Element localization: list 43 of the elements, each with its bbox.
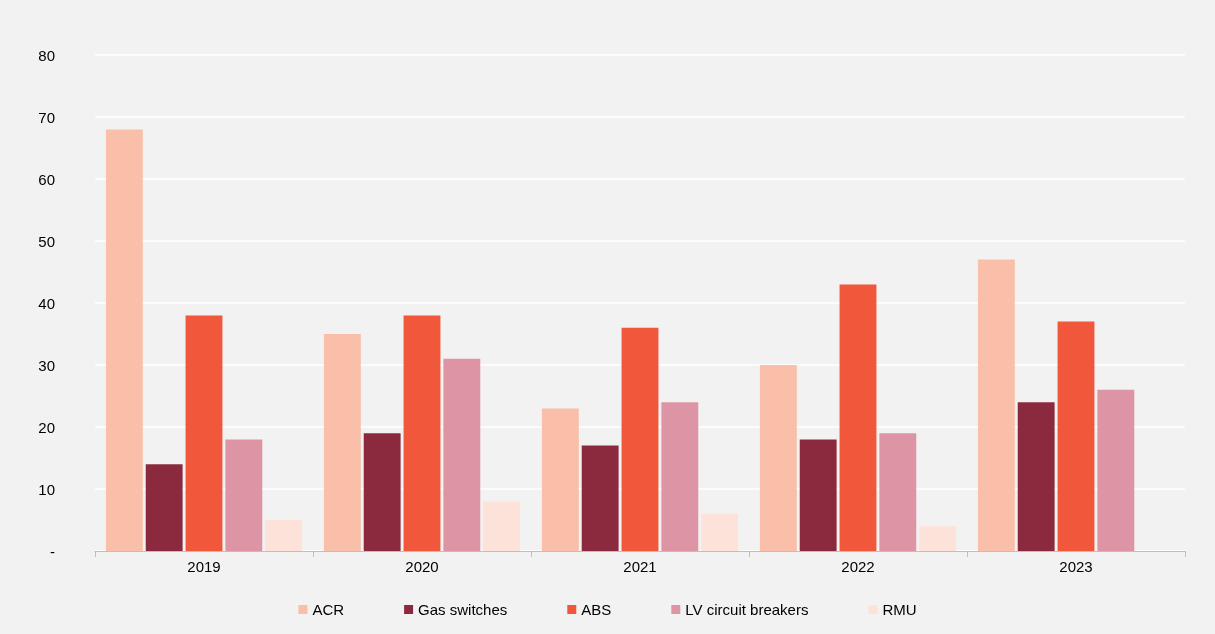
bar — [145, 464, 183, 551]
bar — [443, 358, 481, 551]
bar — [225, 439, 263, 551]
legend-label: ACR — [312, 601, 345, 618]
bar — [185, 315, 223, 551]
bar — [1097, 389, 1135, 551]
legend-label: RMU — [882, 601, 917, 618]
y-tick-label: 60 — [38, 170, 55, 188]
y-tick-label: 10 — [38, 480, 55, 498]
x-tick-label: 2021 — [623, 558, 657, 575]
y-tick-label: 30 — [38, 356, 55, 374]
legend-label: LV circuit breakers — [685, 601, 809, 618]
bar — [403, 315, 441, 551]
bar — [581, 445, 619, 551]
bar — [323, 334, 361, 551]
bar — [363, 433, 401, 551]
bar — [701, 513, 739, 551]
bar — [105, 129, 143, 551]
bar — [919, 526, 957, 551]
x-tick-label: 2019 — [187, 558, 221, 575]
x-tick-label: 2023 — [1059, 558, 1093, 575]
x-tick-label: 2020 — [405, 558, 439, 575]
y-tick-label: 50 — [38, 232, 55, 250]
bar — [839, 284, 877, 551]
bar — [799, 439, 837, 551]
bar — [621, 327, 659, 551]
y-tick-label: 80 — [38, 46, 55, 64]
bar — [879, 433, 917, 551]
bar — [977, 259, 1015, 551]
y-tick-label: 40 — [38, 294, 55, 312]
bar — [1017, 402, 1055, 551]
bar — [661, 402, 699, 551]
y-tick-label: 70 — [38, 108, 55, 126]
y-tick-label: - — [50, 542, 55, 560]
x-tick-label: 2022 — [841, 558, 875, 575]
bar — [265, 520, 303, 551]
y-tick-label: 20 — [38, 418, 55, 436]
bar — [483, 501, 521, 551]
legend-label: ABS — [581, 601, 612, 618]
bar — [541, 408, 579, 551]
bar — [759, 365, 797, 551]
legend-label: Gas switches — [418, 601, 508, 618]
bar — [1057, 321, 1095, 551]
